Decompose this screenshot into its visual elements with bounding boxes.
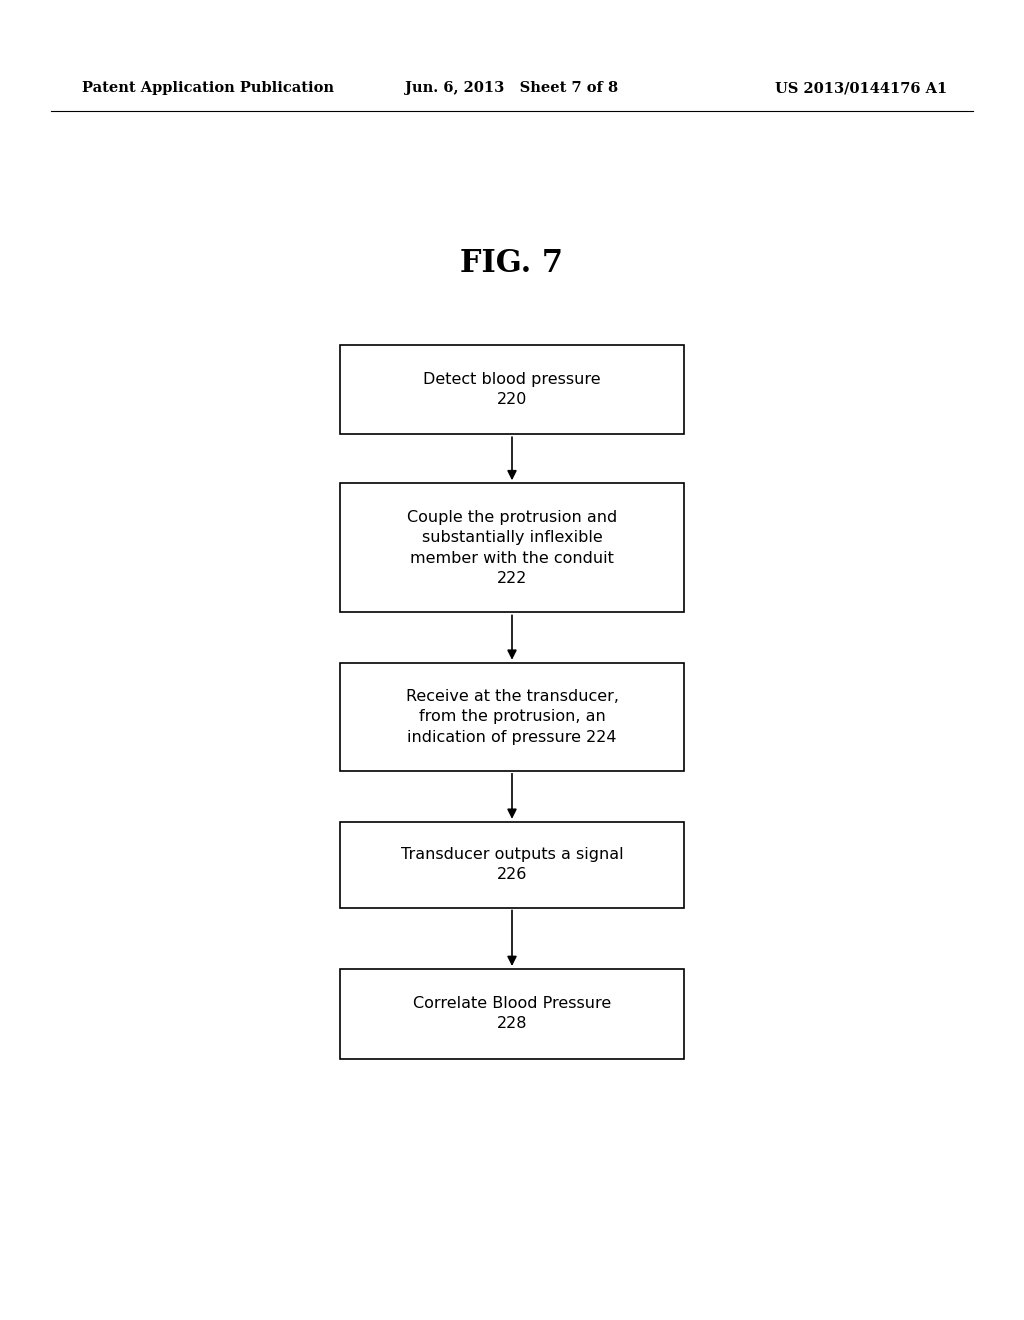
Text: Transducer outputs a signal
226: Transducer outputs a signal 226 [400,847,624,882]
Bar [340,483,684,612]
Text: Couple the protrusion and
substantially inflexible
member with the conduit
222: Couple the protrusion and substantially … [407,510,617,586]
Text: Correlate Blood Pressure
228: Correlate Blood Pressure 228 [413,997,611,1031]
Text: Receive at the transducer,
from the protrusion, an
indication of pressure 224: Receive at the transducer, from the prot… [406,689,618,744]
Bar [340,969,684,1059]
Bar [340,821,684,908]
Text: US 2013/0144176 A1: US 2013/0144176 A1 [775,82,947,95]
Text: Detect blood pressure
220: Detect blood pressure 220 [423,372,601,407]
Text: FIG. 7: FIG. 7 [461,248,563,280]
Text: Jun. 6, 2013   Sheet 7 of 8: Jun. 6, 2013 Sheet 7 of 8 [406,82,618,95]
Bar [340,663,684,771]
Text: Patent Application Publication: Patent Application Publication [82,82,334,95]
Bar [340,345,684,434]
